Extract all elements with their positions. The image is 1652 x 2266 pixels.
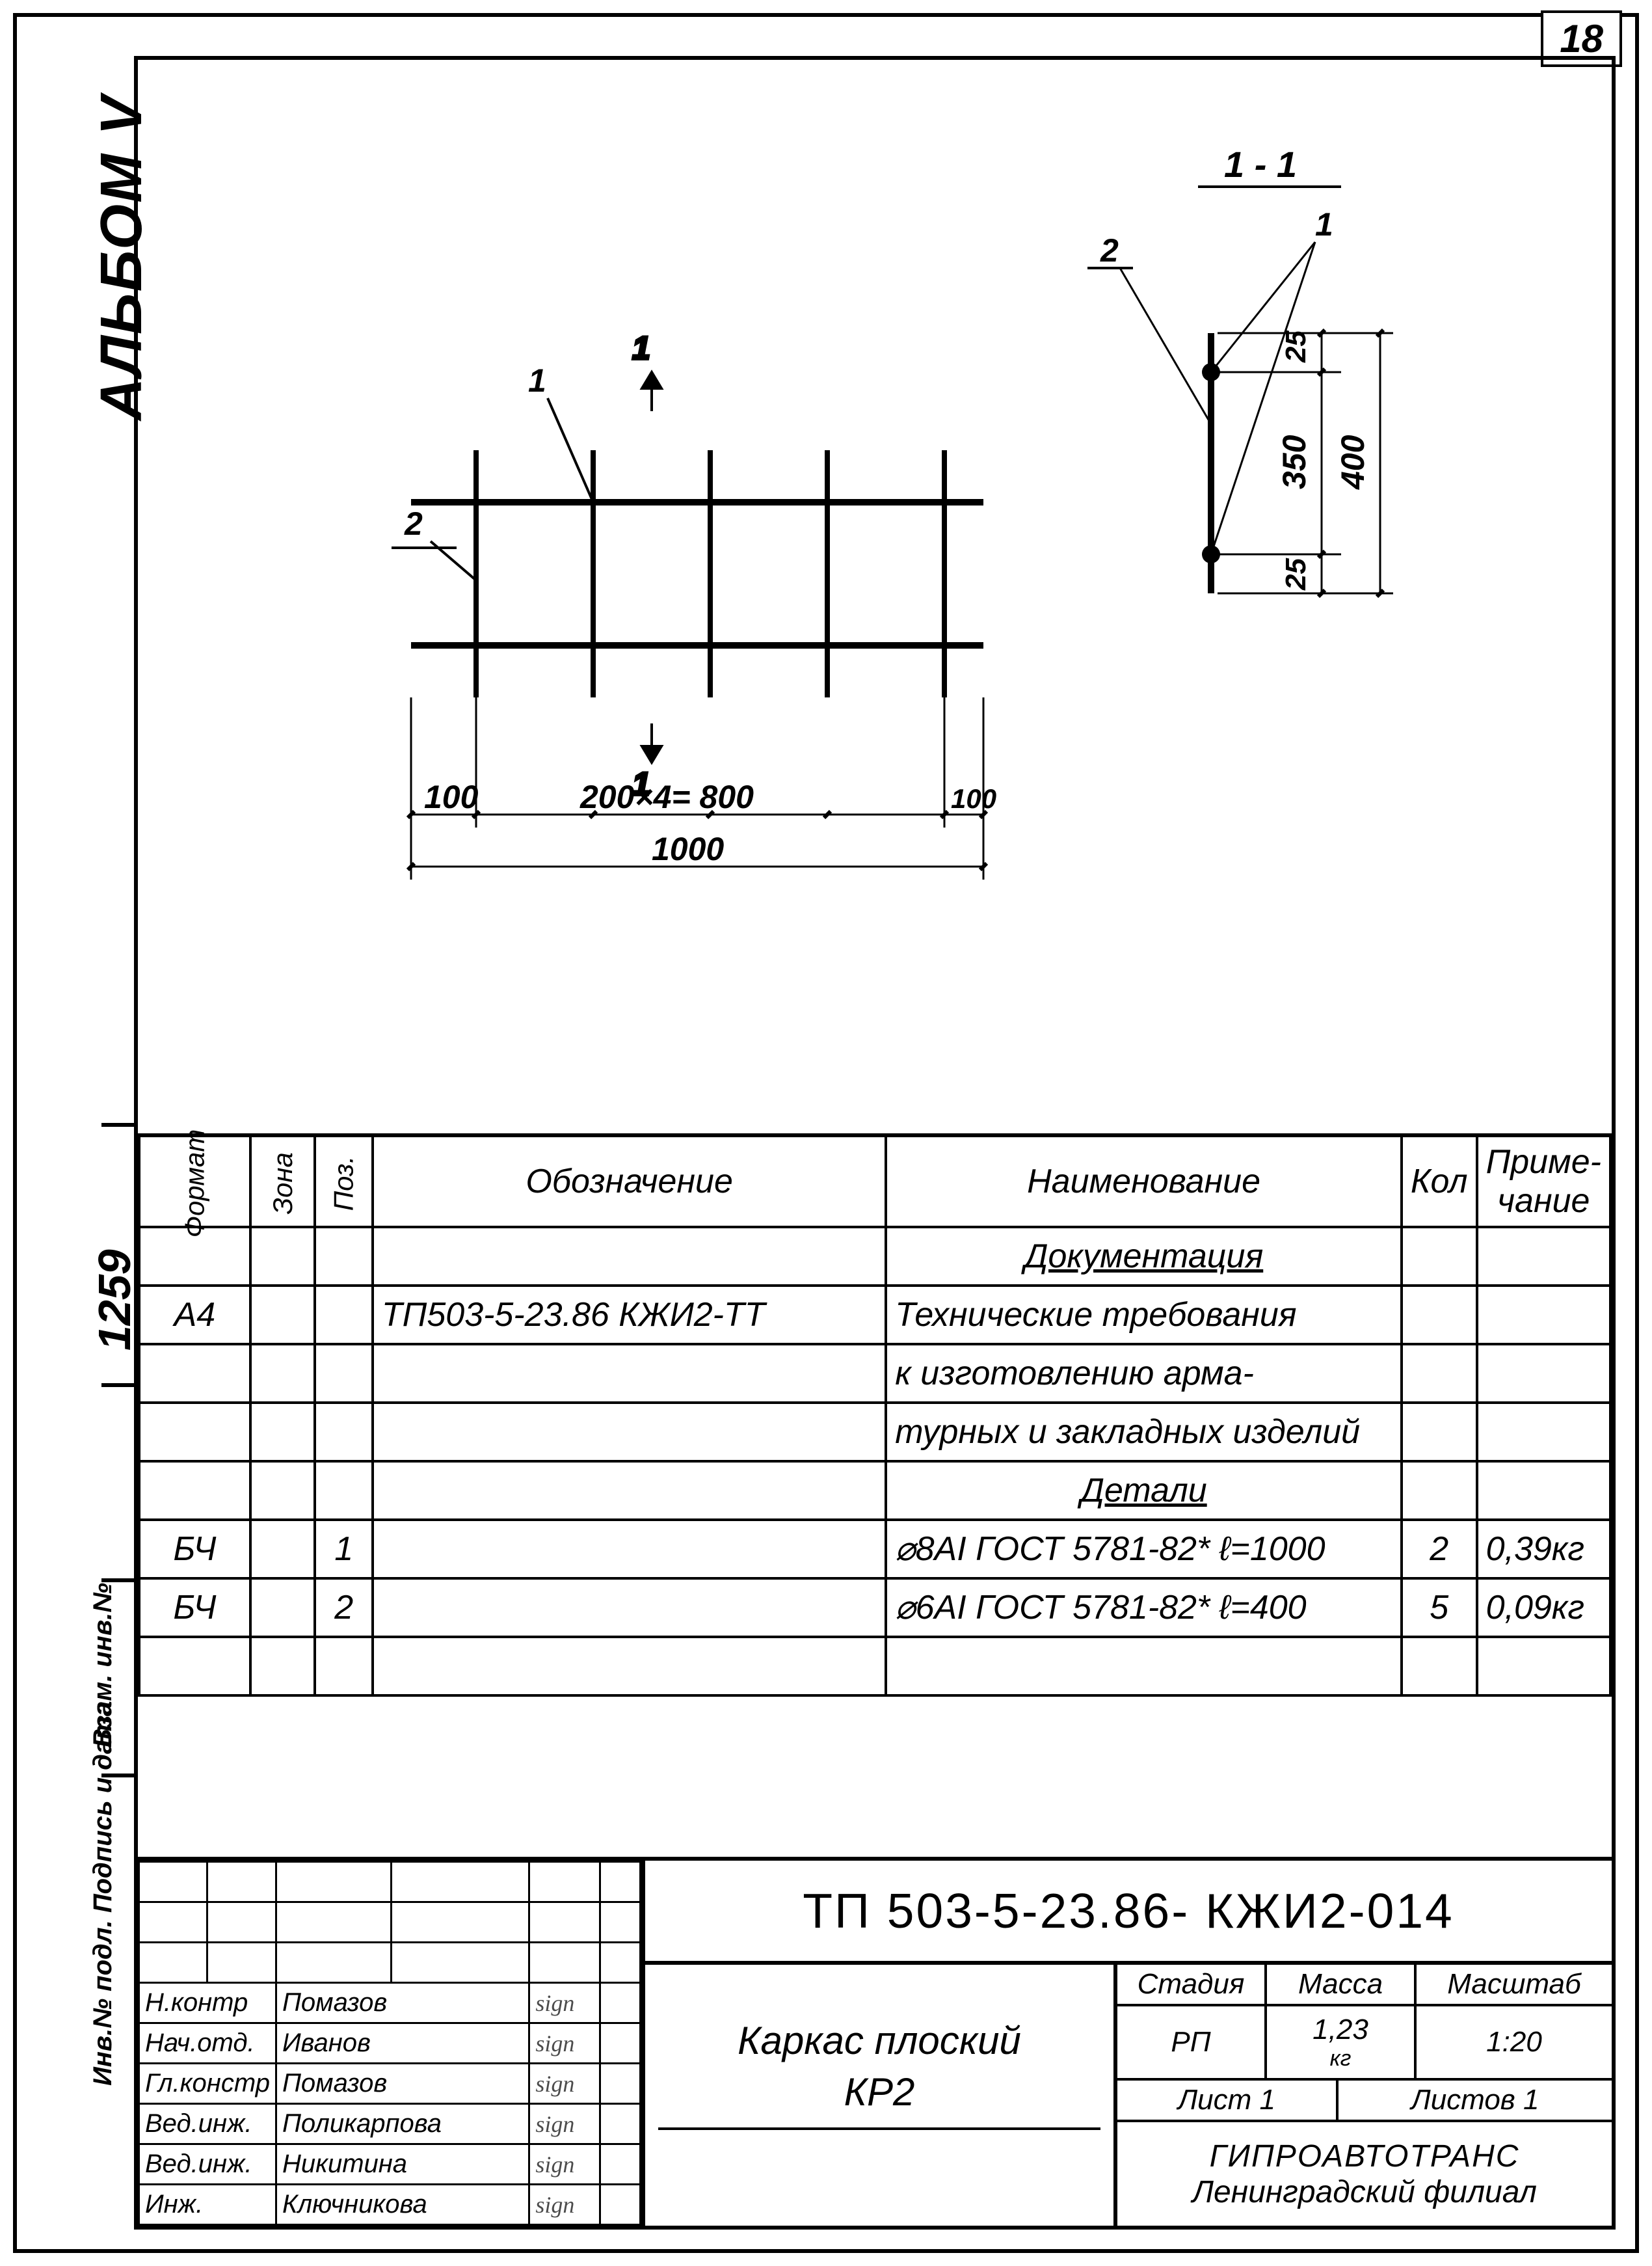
signer-row: Нач.отд.Ивановsign (139, 2023, 641, 2064)
spec-row: БЧ1⌀8АI ГОСТ 5781-82* ℓ=100020,39кг (139, 1520, 1610, 1578)
dim-1000: 1000 (652, 831, 724, 867)
spec-row: турных и закладных изделий (139, 1403, 1610, 1461)
tick (101, 1383, 134, 1387)
dim-350: 350 (1276, 435, 1312, 489)
stage-hdr: Стадия (1117, 1965, 1267, 2004)
tick (101, 1123, 134, 1127)
stage-val: РП (1117, 2006, 1267, 2078)
hdr-format: Формат (139, 1135, 250, 1227)
dim-100-right: 100 (951, 783, 996, 814)
org: ГИПРОАВТОТРАНС Ленинградский филиал (1117, 2122, 1612, 2226)
dim-25-top: 25 (1280, 330, 1312, 363)
dim-100-left: 100 (424, 779, 479, 815)
sheets-val: Листов 1 (1339, 2081, 1612, 2120)
title-line-2: КР2 (844, 2070, 915, 2114)
inner-frame: 1 2 1 1 (134, 56, 1616, 2230)
hdr-oboz: Обозначение (373, 1135, 886, 1227)
tick (101, 1578, 134, 1582)
scale-val: 1:20 (1417, 2006, 1612, 2078)
signer-row: Вед.инж.Поликарповаsign (139, 2104, 641, 2144)
main-view: 1 2 1 1 (333, 190, 1048, 906)
hdr-prim: Приме- чание (1477, 1135, 1610, 1227)
spec-row: А4ТП503-5-23.86 КЖИ2-ТТТехнические требо… (139, 1286, 1610, 1344)
sheet-val: Лист 1 (1117, 2081, 1339, 2120)
signer-row: Н.контрПомазовsign (139, 1983, 641, 2023)
section-title: 1 - 1 (1224, 144, 1297, 185)
hdr-name: Наименование (886, 1135, 1402, 1227)
doc-title: Каркас плоский КР2 (645, 1965, 1117, 2226)
signer-row: Гл.констрПомазовsign (139, 2064, 641, 2104)
svg-text:1: 1 (632, 330, 650, 366)
sec-label-2: 2 (1100, 232, 1119, 269)
spec-table: Формат Зона Поз. Обозначение Наименовани… (138, 1133, 1612, 1697)
doc-number: ТП 503-5-23.86- КЖИ2-014 (645, 1861, 1612, 1965)
sec-label-1: 1 (1315, 206, 1333, 243)
signer-row: Вед.инж.Никитинаsign (139, 2144, 641, 2185)
dim-25-bot: 25 (1280, 558, 1312, 591)
label-1: 1 (528, 362, 546, 399)
dim-200x4: 200×4= 800 (580, 779, 754, 815)
section-view: 1 - 1 1 2 (1016, 138, 1536, 789)
title-block-left: Н.контрПомазовsignНач.отд.ИвановsignГл.к… (138, 1861, 645, 2226)
title-block: Н.контрПомазовsignНач.отд.ИвановsignГл.к… (138, 1857, 1612, 2226)
hdr-zona: Зона (250, 1135, 315, 1227)
mass-hdr: Масса (1267, 1965, 1417, 2004)
title-block-right: ТП 503-5-23.86- КЖИ2-014 Каркас плоский … (645, 1861, 1612, 2226)
side-label-2: Инв.№ подл. Подпись и дата (88, 1702, 118, 2086)
side-number: 1259 (88, 1249, 140, 1351)
drawing-sheet: 18 АЛЬБОМ V 1259 Взам. инв.№ Инв.№ подл.… (13, 13, 1639, 2253)
scale-hdr: Масштаб (1417, 1965, 1612, 2004)
spec-row: БЧ2⌀6АI ГОСТ 5781-82* ℓ=40050,09кг (139, 1578, 1610, 1637)
spec-row: Детали (139, 1461, 1610, 1520)
label-2: 2 (404, 506, 423, 542)
spec-row: к изготовлению арма- (139, 1344, 1610, 1403)
spec-row: Документация (139, 1227, 1610, 1286)
title-line-1: Каркас плоский (738, 2018, 1021, 2063)
signer-row: Инж.Ключниковаsign (139, 2185, 641, 2225)
drawing-area: 1 2 1 1 (138, 60, 1612, 1133)
hdr-kol: Кол (1402, 1135, 1477, 1227)
hdr-poz: Поз. (315, 1135, 373, 1227)
dim-400: 400 (1335, 435, 1371, 490)
tick (101, 1774, 134, 1777)
mass-val: 1,23 кг (1267, 2006, 1417, 2078)
